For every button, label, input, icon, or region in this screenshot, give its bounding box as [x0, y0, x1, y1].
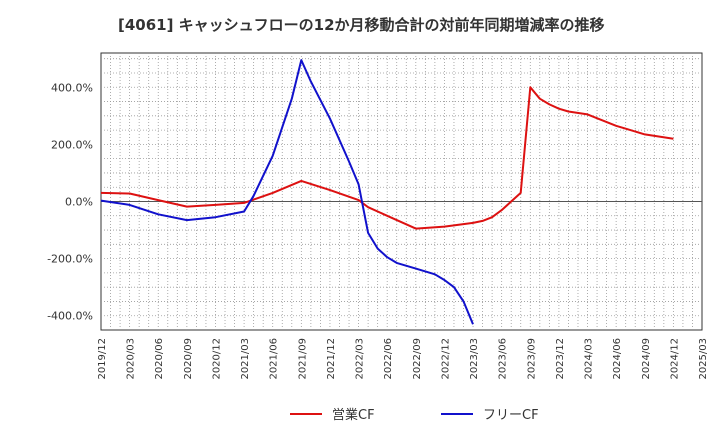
x-tick-label: 2020/03: [126, 338, 137, 380]
x-tick-label: 2023/06: [498, 338, 509, 380]
legend-label-2: フリーCF: [483, 408, 539, 423]
legend: 営業CF フリーCF: [290, 407, 539, 423]
x-tick-label: 2021/06: [269, 338, 280, 380]
chart-title: [4061] キャッシュフローの12か月移動合計の対前年同期増減率の推移: [118, 16, 605, 34]
plot-area: [100, 52, 703, 331]
x-tick-label: 2020/12: [211, 338, 222, 380]
x-tick-label: 2022/03: [355, 338, 366, 380]
plot-frame: [100, 52, 703, 331]
x-tick-label: 2020/09: [183, 338, 194, 380]
legend-label-1: 営業CF: [332, 407, 375, 423]
x-tick-label: 2024/03: [584, 338, 595, 380]
x-tick-label: 2021/12: [326, 338, 337, 380]
x-tick-label: 2023/03: [469, 338, 480, 380]
x-tick-label: 2022/12: [440, 338, 451, 380]
x-tick-label: 2024/12: [669, 338, 680, 380]
series-line-2: [100, 59, 474, 325]
x-tick-label: 2021/03: [240, 338, 251, 380]
x-tick-label: 2022/09: [412, 338, 423, 380]
y-tick-label: -200.0%: [47, 253, 93, 266]
x-tick-label: 2022/06: [383, 338, 394, 380]
x-tick-label: 2023/12: [555, 338, 566, 380]
x-tick-label: 2020/06: [154, 338, 165, 380]
x-tick-label: 2024/06: [612, 338, 623, 380]
x-tick-label: 2025/03: [698, 338, 709, 380]
x-tick-label: 2024/09: [641, 338, 652, 380]
x-axis: 2019/12 2020/03 2020/06 2020/09 2020/12 2021/…: [97, 338, 709, 380]
y-tick-label: 200.0%: [51, 138, 93, 151]
x-tick-label: 2021/09: [297, 338, 308, 380]
y-axis: 400.0% 200.0% 0.0% -200.0% -400.0%: [47, 81, 93, 322]
x-tick-label: 2023/09: [526, 338, 537, 380]
y-tick-label: 0.0%: [65, 195, 93, 208]
y-tick-label: 400.0%: [51, 81, 93, 94]
x-tick-label: 2019/12: [97, 338, 108, 380]
y-tick-label: -400.0%: [47, 310, 93, 323]
series-line-1: [100, 86, 674, 230]
series-layer: [100, 59, 674, 325]
